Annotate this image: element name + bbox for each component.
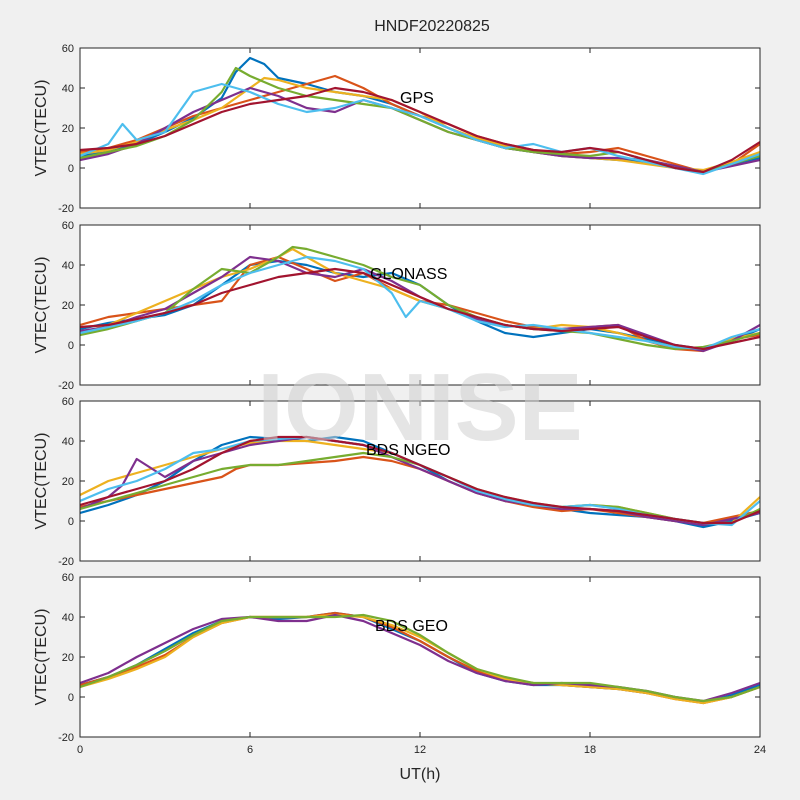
y-axis-label: VTEC(TECU) — [33, 433, 50, 530]
figure-title: HNDF20220825 — [374, 18, 490, 35]
series-line-3 — [80, 613, 760, 705]
series-group — [80, 611, 760, 705]
y-tick-label: 60 — [62, 572, 74, 584]
panel-2: 60 40 20 0 -20 VTEC(TECU) GLONASS — [33, 220, 761, 392]
x-tick-label: 6 — [247, 744, 253, 756]
y-tick-label: 40 — [62, 260, 74, 272]
x-tick-label: 12 — [414, 744, 426, 756]
y-tick-label: 40 — [62, 612, 74, 624]
y-axis-label: VTEC(TECU) — [33, 609, 50, 706]
y-tick-label: 40 — [62, 83, 74, 95]
y-tick-label: 40 — [62, 436, 74, 448]
x-tick-label: 18 — [584, 744, 596, 756]
series-line-4 — [80, 435, 760, 527]
y-tick-label: -20 — [58, 732, 74, 744]
series-line-6 — [80, 82, 760, 176]
y-tick-label: 60 — [62, 43, 74, 55]
panel-label: GPS — [400, 90, 434, 107]
y-tick-label: 20 — [62, 652, 74, 664]
y-tick-label: 0 — [68, 516, 74, 528]
y-tick-label: 20 — [62, 123, 74, 135]
y-tick-label: 60 — [62, 220, 74, 232]
panel-label: BDS NGEO — [366, 442, 450, 459]
y-tick-label: 0 — [68, 163, 74, 175]
series-group — [80, 56, 760, 176]
series-line-6 — [80, 255, 760, 351]
y-axis-label: VTEC(TECU) — [33, 257, 50, 354]
series-line-7 — [80, 267, 760, 351]
y-tick-label: 20 — [62, 476, 74, 488]
panel-3: 60 40 20 0 -20 VTEC(TECU) BDS NGEO — [33, 396, 761, 568]
x-tick-label: 24 — [754, 744, 766, 756]
plot-area — [80, 577, 760, 737]
y-tick-label: -20 — [58, 203, 74, 215]
plot-area — [80, 48, 760, 208]
series-group — [80, 435, 760, 529]
series-line-7 — [80, 86, 760, 174]
series-line-7 — [80, 435, 760, 525]
y-tick-label: -20 — [58, 380, 74, 392]
y-axis-label: VTEC(TECU) — [33, 80, 50, 177]
series-line-5 — [80, 245, 760, 351]
x-axis-label: UT(h) — [400, 766, 441, 783]
series-line-5 — [80, 613, 760, 703]
y-tick-label: 0 — [68, 692, 74, 704]
panel-label: GLONASS — [370, 266, 447, 283]
series-group — [80, 245, 760, 353]
y-tick-label: 20 — [62, 300, 74, 312]
y-tick-label: 0 — [68, 340, 74, 352]
y-tick-label: 60 — [62, 396, 74, 408]
x-tick-label: 0 — [77, 744, 83, 756]
panel-label: BDS GEO — [375, 618, 448, 635]
watermark: IONISE — [257, 354, 582, 461]
plot-area — [80, 401, 760, 561]
y-tick-label: -20 — [58, 556, 74, 568]
panel-1: 60 40 20 0 -20 VTEC(TECU) GPS — [33, 43, 761, 215]
